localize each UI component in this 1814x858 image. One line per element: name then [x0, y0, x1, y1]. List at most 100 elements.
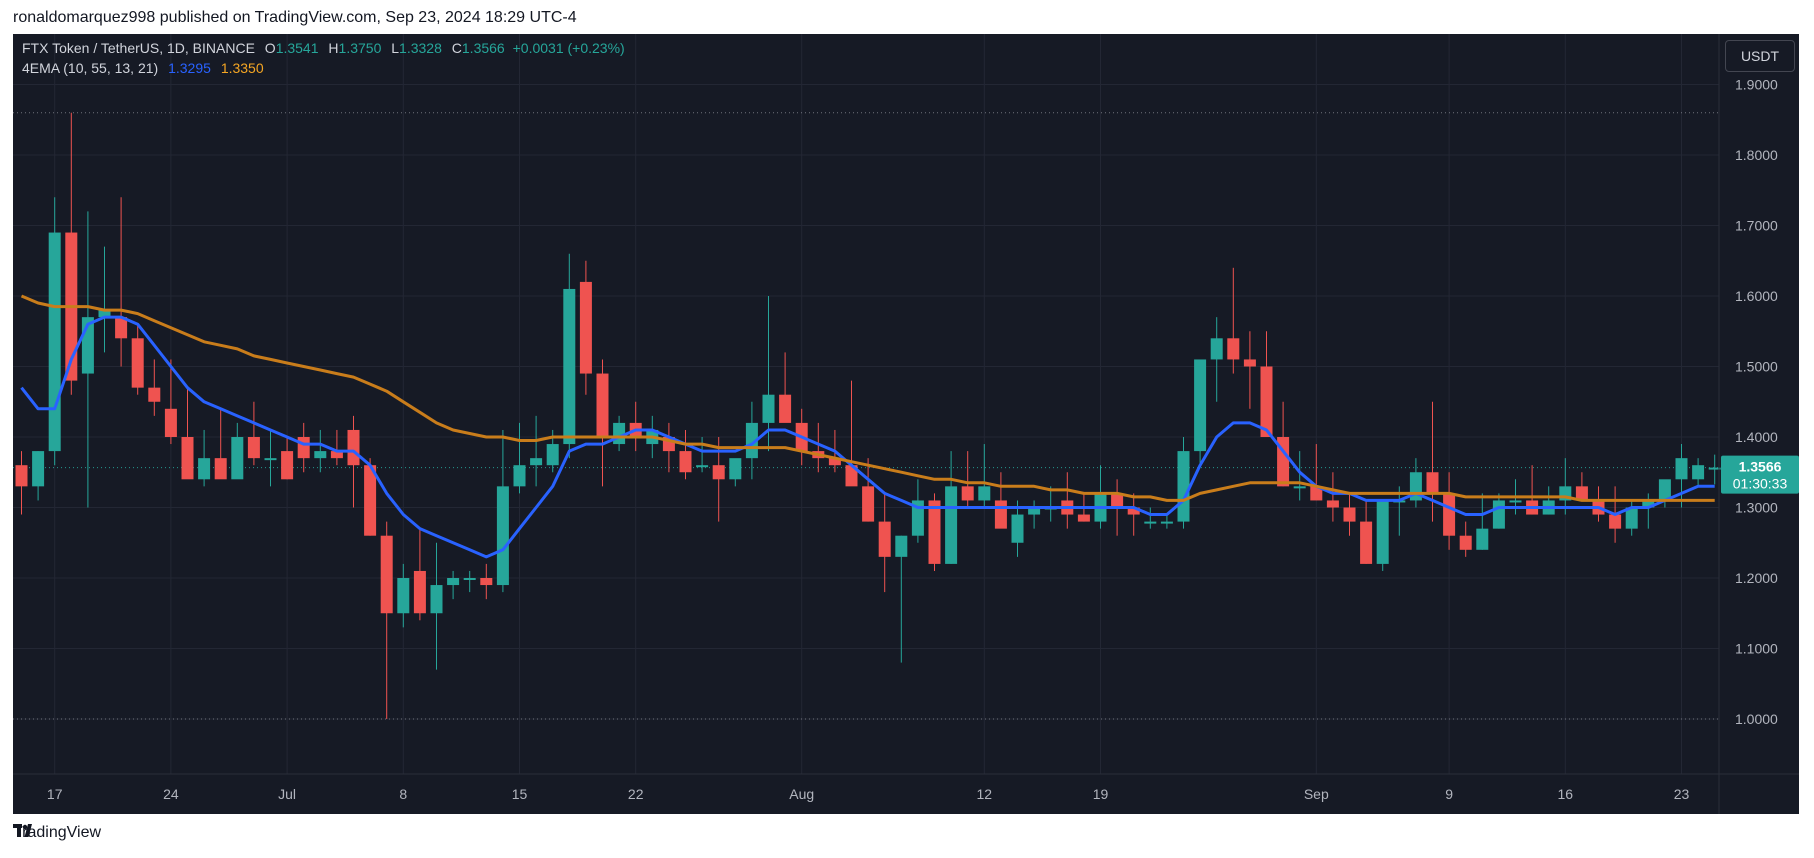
candle-body: [1127, 507, 1140, 515]
candle: [247, 401, 260, 466]
candle-body: [729, 458, 742, 480]
date-tick-label: 9: [1445, 786, 1453, 802]
price-tick-label: 1.6000: [1735, 288, 1778, 304]
candle-body: [1310, 486, 1323, 501]
candle: [297, 422, 310, 473]
candle-body: [297, 437, 310, 459]
candle-body: [1210, 338, 1223, 360]
date-tick-label: Sep: [1304, 786, 1329, 802]
open-value: 1.3541: [275, 40, 319, 56]
candle: [463, 570, 476, 593]
high-label: H: [328, 40, 339, 56]
candle: [1044, 486, 1057, 522]
candle-body: [115, 317, 128, 339]
open-label: O: [264, 40, 276, 56]
candle: [314, 429, 327, 473]
candle-body: [32, 451, 45, 487]
candle: [198, 429, 211, 487]
ema-fast-value: 1.3295: [168, 60, 211, 76]
candle-body: [314, 451, 327, 459]
candle-body: [1708, 467, 1721, 470]
candle-body: [679, 451, 692, 473]
candle: [430, 542, 443, 670]
date-tick-label: 23: [1674, 786, 1690, 802]
high-value: 1.3750: [338, 40, 382, 56]
candle: [1310, 444, 1323, 501]
price-tick-label: 1.7000: [1735, 218, 1778, 234]
candle: [1028, 500, 1041, 529]
ema-fast-line: [20, 315, 1715, 559]
low-label: L: [391, 40, 400, 56]
candle: [613, 415, 626, 452]
candle-body: [978, 486, 991, 501]
candle-body: [563, 288, 576, 445]
countdown-label: 01:30:33: [1733, 476, 1788, 492]
candle-body: [845, 465, 858, 487]
date-tick-label: 12: [977, 786, 993, 802]
candle-body: [1609, 514, 1622, 529]
price-tick-label: 1.2000: [1735, 570, 1778, 586]
candle-body: [1675, 458, 1688, 480]
last-price-badge: [1721, 455, 1799, 494]
candle-body: [380, 535, 393, 614]
candle: [696, 437, 709, 473]
candle-body: [1194, 359, 1207, 452]
date-tick-label: 8: [399, 786, 407, 802]
candle: [629, 401, 642, 452]
candle: [148, 359, 161, 416]
candle: [862, 458, 875, 522]
candle-body: [1227, 338, 1240, 360]
candlestick-chart[interactable]: 1.0000 1.1000 1.2000 1.3000 1.4000 1.5000 1.60…: [13, 34, 1799, 814]
candle: [330, 429, 343, 466]
candle-body: [430, 585, 443, 614]
candle: [1692, 458, 1705, 487]
candle: [1675, 444, 1688, 508]
candle: [1409, 458, 1422, 508]
candle-body: [613, 422, 626, 445]
candle-body: [696, 465, 709, 468]
candle-body: [895, 535, 908, 557]
candle: [1293, 451, 1306, 501]
candle-body: [131, 338, 144, 388]
candle-body: [413, 570, 426, 614]
candle-body: [330, 451, 343, 459]
candle: [513, 422, 526, 494]
candle: [164, 359, 177, 445]
candle: [447, 570, 460, 600]
date-tick-label: 24: [163, 786, 179, 802]
candle: [1094, 465, 1107, 529]
candle-body: [496, 486, 509, 586]
candle: [563, 253, 576, 459]
candle: [1326, 472, 1339, 522]
footer-brand-label: TradingView: [13, 824, 102, 841]
price-tick-label: 1.1000: [1735, 641, 1778, 657]
candle: [264, 429, 277, 487]
candle: [1177, 437, 1190, 529]
candle: [1210, 317, 1223, 402]
candle: [1575, 472, 1588, 501]
date-tick-label: 19: [1093, 786, 1109, 802]
currency-button[interactable]: USDT: [1725, 40, 1795, 72]
candle-body: [1625, 507, 1638, 529]
candle: [1227, 267, 1240, 374]
candle-body: [347, 429, 360, 466]
candle-body: [214, 458, 227, 480]
publish-line: ronaldomarquez998 published on TradingVi…: [13, 9, 577, 26]
candle: [596, 359, 609, 487]
candle-body: [1575, 486, 1588, 501]
candle: [1061, 472, 1074, 529]
candle: [1592, 486, 1605, 522]
price-tick-label: 1.4000: [1735, 429, 1778, 445]
candle-body: [1326, 500, 1339, 508]
chart-frame: 1.0000 1.1000 1.2000 1.3000 1.4000 1.5000 1.60…: [13, 34, 1799, 814]
candle-body: [546, 444, 559, 466]
candle: [1360, 500, 1373, 564]
candle-body: [928, 500, 941, 564]
candle: [397, 563, 410, 628]
candle: [32, 451, 45, 501]
price-tick-label: 1.8000: [1735, 147, 1778, 163]
candle: [1443, 472, 1456, 550]
candle-body: [480, 578, 493, 586]
candle: [48, 197, 61, 466]
candle-body: [779, 394, 792, 423]
